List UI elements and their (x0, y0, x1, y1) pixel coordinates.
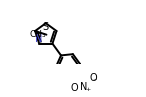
Text: N: N (35, 34, 42, 44)
Text: S: S (43, 22, 49, 32)
Text: +: + (85, 87, 90, 92)
Text: N: N (80, 81, 87, 92)
Text: CH₃: CH₃ (29, 30, 46, 39)
Text: O: O (71, 83, 78, 93)
Text: O: O (89, 73, 97, 83)
Text: ⁻: ⁻ (93, 77, 97, 86)
